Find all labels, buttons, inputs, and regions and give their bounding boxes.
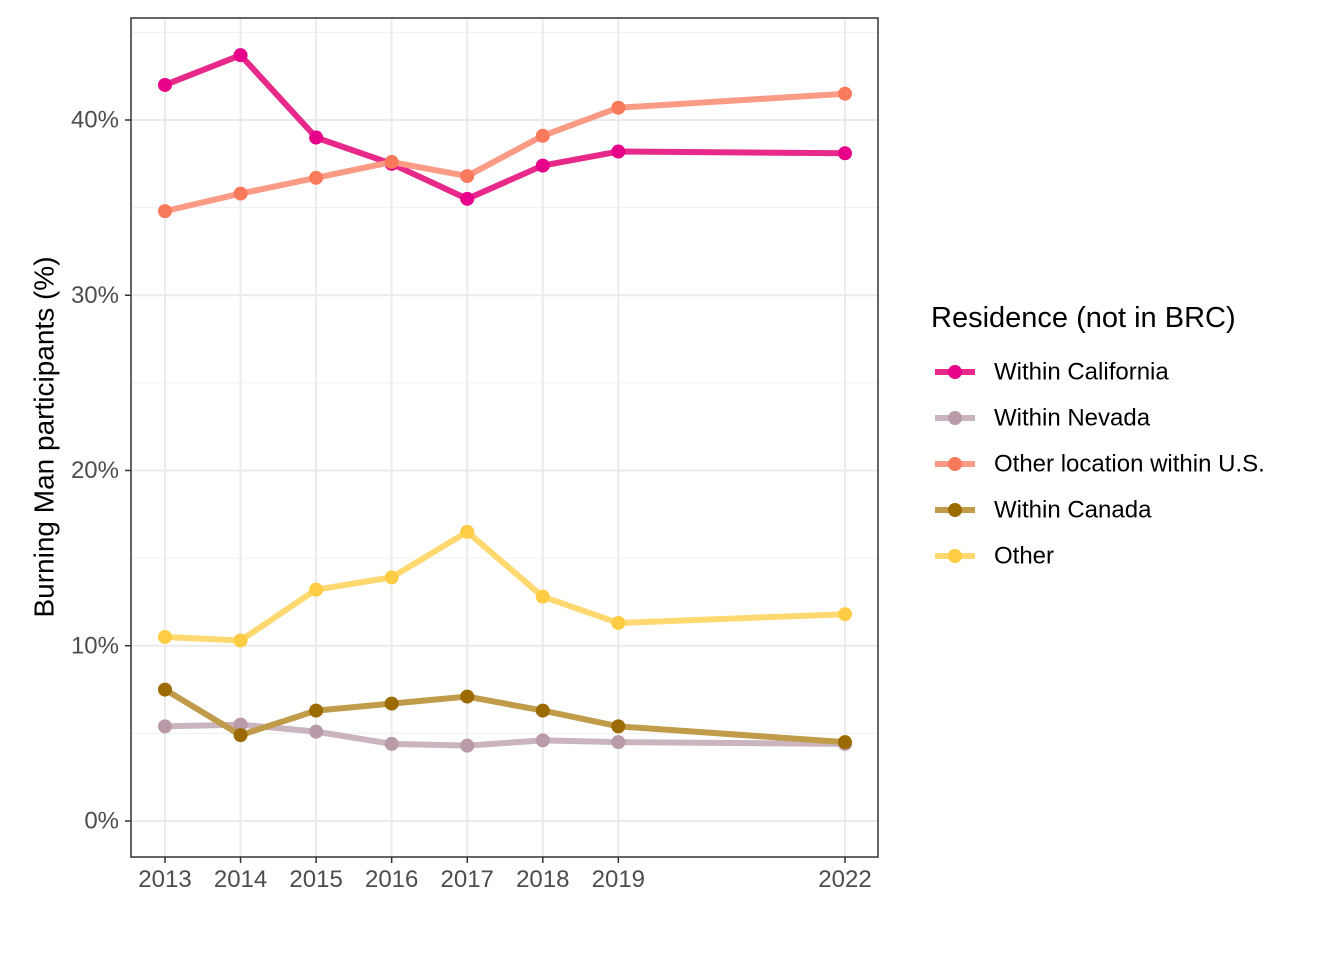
data-point (309, 703, 324, 718)
data-point (838, 146, 852, 161)
y-tick-label: 10% (71, 632, 119, 659)
data-point (158, 77, 172, 92)
data-point (460, 524, 475, 539)
data-point (233, 728, 248, 743)
data-point (233, 717, 248, 732)
data-point (309, 130, 324, 145)
data-point (611, 615, 626, 630)
data-point (611, 100, 626, 115)
data-point (460, 738, 475, 753)
y-tick-label: 20% (71, 457, 119, 484)
legend-label: Within Canada (994, 497, 1152, 524)
data-point (309, 170, 324, 185)
plot-border (130, 17, 879, 858)
series-line (164, 721, 846, 749)
y-axis: 0% 10% 20% 30% 40% (71, 107, 131, 835)
data-point (535, 589, 550, 604)
series-line (164, 90, 846, 215)
data-point (158, 682, 172, 697)
legend-key-point (948, 411, 962, 425)
series-other (158, 524, 852, 648)
x-tick-label: 2016 (365, 866, 418, 893)
data-point (233, 48, 248, 63)
series-within-california (158, 48, 852, 206)
data-point (838, 86, 852, 101)
legend: Residence (not in BRC) Within California… (931, 302, 1265, 570)
data-point (460, 169, 475, 184)
x-tick-label: 2022 (818, 866, 871, 893)
legend-label: Within California (994, 359, 1169, 386)
legend-item: Within Canada (935, 497, 1152, 524)
legend-key-point (948, 503, 962, 517)
x-axis: 2013 2014 2015 2016 2017 2018 2019 2022 (138, 857, 872, 893)
legend-title: Residence (not in BRC) (931, 302, 1236, 334)
legend-label: Other location within U.S. (994, 451, 1265, 478)
series-other-location-within-u-s (158, 86, 852, 219)
x-tick-label: 2013 (138, 866, 191, 893)
x-tick-label: 2015 (289, 866, 342, 893)
y-tick-label: 30% (71, 282, 119, 309)
data-point (460, 191, 475, 206)
x-tick-label: 2017 (441, 866, 494, 893)
series-line (164, 528, 846, 644)
data-point (384, 696, 399, 711)
x-tick-label: 2018 (516, 866, 569, 893)
legend-key-point (948, 457, 962, 471)
y-tick-label: 40% (71, 107, 119, 134)
legend-key-point (948, 549, 962, 563)
series-within-canada (158, 682, 852, 750)
data-point (309, 724, 324, 739)
data-point (233, 186, 248, 201)
data-point (384, 155, 399, 170)
data-point (460, 689, 475, 704)
data-point (384, 570, 399, 585)
data-point (535, 733, 550, 748)
data-point (535, 703, 550, 718)
data-point (309, 582, 324, 597)
legend-key-point (948, 365, 962, 379)
data-point (535, 158, 550, 173)
legend-item: Within California (935, 359, 1169, 386)
data-point (838, 735, 852, 750)
legend-label: Within Nevada (994, 405, 1151, 432)
data-point (838, 607, 852, 622)
legend-item: Within Nevada (935, 405, 1151, 432)
data-point (158, 719, 172, 734)
y-tick-label: 0% (84, 808, 119, 835)
legend-label: Other (994, 543, 1054, 570)
data-point (158, 204, 172, 219)
data-point (158, 629, 172, 644)
data-point (611, 144, 626, 159)
x-tick-label: 2019 (592, 866, 645, 893)
data-point (611, 719, 626, 734)
legend-item: Other location within U.S. (935, 451, 1265, 478)
y-axis-title: Burning Man participants (%) (28, 256, 59, 617)
legend-item: Other (935, 543, 1054, 570)
grid-lines (131, 18, 878, 857)
data-point (384, 736, 399, 751)
series-line (163, 686, 846, 746)
x-tick-label: 2014 (214, 866, 267, 893)
series-layer (158, 48, 852, 753)
data-point (233, 633, 248, 648)
data-point (535, 128, 550, 143)
series-line (163, 52, 846, 202)
data-point (611, 735, 626, 750)
